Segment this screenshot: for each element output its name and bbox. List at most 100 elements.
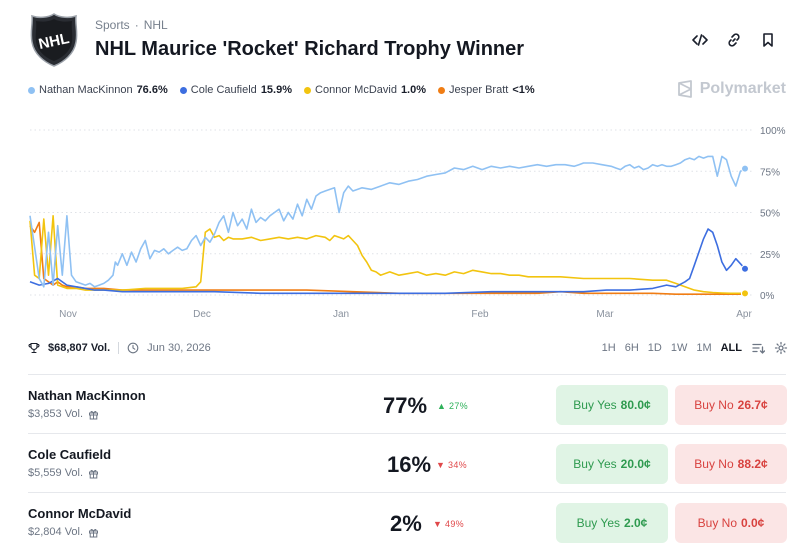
total-volume: $68,807 Vol.	[48, 342, 111, 354]
legend-value: 76.6%	[136, 84, 168, 96]
x-tick-label: Feb	[471, 309, 489, 320]
copy-link-button[interactable]	[724, 30, 744, 50]
legend-item: Nathan MacKinnon 76.6%	[28, 84, 168, 96]
breadcrumb-subcategory[interactable]: NHL	[143, 18, 168, 32]
buy-no-button[interactable]: Buy No 0.0¢	[675, 503, 787, 543]
market-meta: $68,807 Vol. Jun 30, 2026	[28, 342, 211, 354]
buy-no-price: 0.0¢	[741, 516, 765, 530]
buy-yes-price: 20.0¢	[620, 457, 651, 471]
buy-yes-label: Buy Yes	[573, 398, 617, 412]
buy-no-label: Buy No	[697, 516, 737, 530]
series-line	[29, 228, 746, 295]
change-down-arrow-icon: ▼	[433, 519, 443, 529]
y-tick-label: 25%	[760, 250, 780, 261]
y-tick-label: 0%	[760, 291, 775, 302]
legend-dot	[304, 86, 312, 94]
outcome-name: Nathan MacKinnon	[28, 388, 146, 403]
legend-dot	[438, 86, 446, 94]
header-actions	[690, 30, 778, 50]
legend-name: Cole Caufield	[190, 84, 257, 96]
buy-yes-button[interactable]: Buy Yes 80.0¢	[556, 385, 668, 425]
outcome-volume: $3,853 Vol.	[28, 408, 99, 420]
outcome-volume-value: $2,804 Vol.	[28, 526, 84, 538]
buy-yes-price: 80.0¢	[620, 398, 651, 412]
buy-no-button[interactable]: Buy No 26.7¢	[675, 385, 787, 425]
gift-icon	[89, 469, 99, 478]
outcome-name: Connor McDavid	[28, 506, 132, 521]
buy-no-price: 88.2¢	[737, 457, 768, 471]
legend-name: Jesper Bratt	[449, 84, 509, 96]
series-line	[29, 221, 745, 295]
legend-value: 15.9%	[260, 84, 293, 96]
market-header: NHL Sports · NHL NHL Maurice 'Rocket' Rich…	[28, 12, 778, 72]
buy-no-label: Buy No	[694, 398, 734, 412]
brand-watermark: Polymarket	[676, 80, 786, 98]
legend-value: 1.0%	[400, 84, 427, 96]
meta-divider	[118, 342, 120, 354]
range-1h[interactable]: 1H	[601, 342, 616, 354]
x-tick-label: Dec	[193, 309, 211, 320]
outcome-volume-value: $5,559 Vol.	[28, 467, 84, 479]
series-endpoint	[741, 164, 749, 173]
range-all[interactable]: ALL	[720, 342, 742, 354]
outcome-volume-value: $3,853 Vol.	[28, 408, 84, 420]
range-1m[interactable]: 1M	[696, 342, 712, 354]
y-tick-label: 50%	[760, 209, 780, 220]
outcome-name: Cole Caufield	[28, 447, 112, 462]
change-up-arrow-icon: ▲	[437, 401, 447, 411]
x-tick-label: Apr	[736, 309, 752, 320]
brand-name: Polymarket	[699, 80, 786, 97]
outcome-volume: $5,559 Vol.	[28, 467, 99, 479]
legend-item: Jesper Bratt <1%	[438, 84, 535, 96]
range-6h[interactable]: 6H	[624, 342, 639, 354]
buy-yes-price: 2.0¢	[624, 516, 648, 530]
series-line	[29, 155, 746, 288]
buy-no-label: Buy No	[694, 457, 734, 471]
nhl-logo: NHL	[30, 13, 78, 67]
range-1w[interactable]: 1W	[670, 342, 688, 354]
outcome-change-value: 27%	[449, 401, 468, 411]
clock-icon	[127, 342, 139, 354]
range-1d[interactable]: 1D	[647, 342, 662, 354]
buy-no-price: 26.7¢	[737, 398, 768, 412]
outcome-probability: 16%	[387, 452, 432, 477]
series-endpoint	[741, 289, 749, 298]
embed-code-icon	[692, 34, 708, 46]
change-down-arrow-icon: ▼	[436, 460, 446, 470]
breadcrumb-category[interactable]: Sports	[95, 18, 130, 32]
breadcrumb: Sports · NHL	[95, 18, 168, 32]
series-endpoint	[741, 264, 749, 273]
bookmark-icon	[763, 33, 773, 47]
gift-icon	[89, 410, 99, 419]
settings-gear-icon[interactable]	[774, 341, 788, 355]
outcome-probability: 2%	[390, 511, 422, 536]
legend-value: <1%	[512, 84, 535, 96]
chart-legend: Nathan MacKinnon 76.6% Cole Caufield 15.9%…	[28, 84, 535, 96]
trophy-icon	[28, 342, 40, 354]
outcome-volume: $2,804 Vol.	[28, 526, 99, 538]
end-date: Jun 30, 2026	[147, 342, 211, 354]
svg-text:NHL: NHL	[37, 30, 71, 53]
legend-dot	[28, 86, 35, 94]
page-title: NHL Maurice 'Rocket' Richard Trophy Winn…	[95, 38, 525, 60]
outcome-change: ▼ 49%	[433, 519, 464, 529]
buy-yes-button[interactable]: Buy Yes 2.0¢	[556, 503, 668, 543]
embed-button[interactable]	[690, 30, 710, 50]
legend-item: Cole Caufield 15.9%	[179, 84, 293, 96]
buy-yes-button[interactable]: Buy Yes 20.0¢	[556, 444, 668, 484]
time-range-selector: 1H 6H 1D 1W 1M ALL	[602, 341, 788, 355]
buy-yes-label: Buy Yes	[573, 457, 617, 471]
filter-lines-icon[interactable]	[751, 341, 765, 355]
legend-dot	[179, 86, 187, 94]
legend-name: Nathan MacKinnon	[39, 84, 133, 96]
y-tick-label: 75%	[760, 167, 780, 178]
buy-no-button[interactable]: Buy No 88.2¢	[675, 444, 787, 484]
bookmark-button[interactable]	[758, 30, 778, 50]
series-line	[29, 215, 745, 295]
breadcrumb-separator: ·	[134, 18, 139, 32]
outcome-change: ▼ 34%	[436, 460, 467, 470]
legend-item: Connor McDavid 1.0%	[304, 84, 426, 96]
legend-name: Connor McDavid	[315, 84, 397, 96]
buy-yes-label: Buy Yes	[576, 516, 620, 530]
outcome-probability: 77%	[383, 393, 428, 418]
